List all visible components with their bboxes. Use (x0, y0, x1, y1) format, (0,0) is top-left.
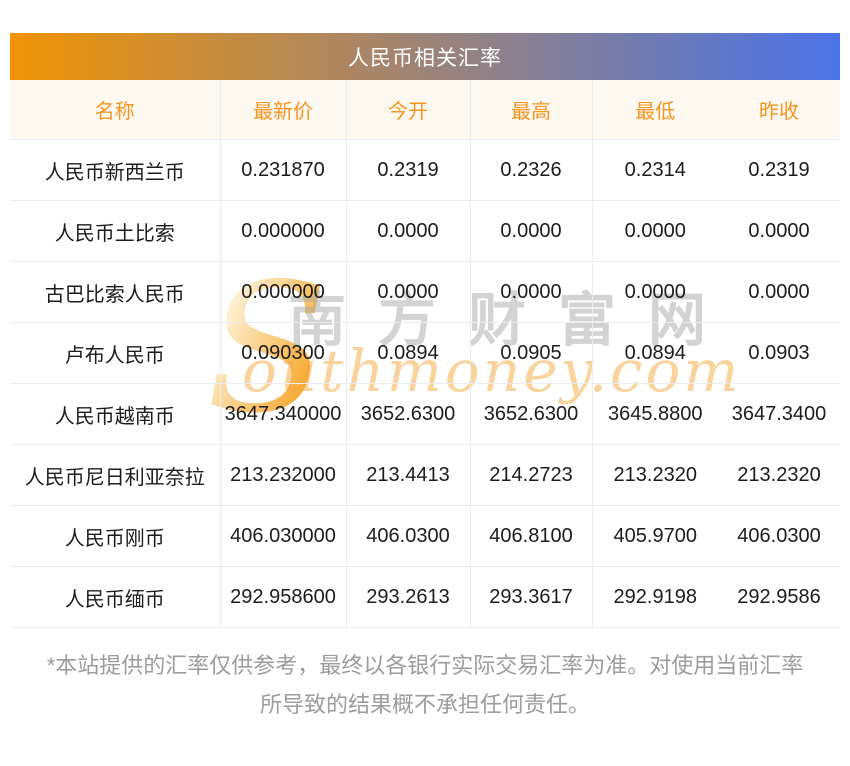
cell-high: 0.0905 (470, 322, 593, 384)
cell-high: 3652.6300 (470, 383, 593, 445)
col-header-open: 今开 (346, 80, 471, 140)
cell-pair-name: 古巴比索人民币 (10, 261, 221, 323)
exchange-rate-panel: 人民币相关汇率 S 南方财富网 outhmoney.com 名称 最新价 今开 … (10, 33, 840, 628)
cell-high: 214.2723 (470, 444, 593, 506)
col-header-latest: 最新价 (220, 80, 347, 140)
cell-open: 213.4413 (346, 444, 471, 506)
cell-latest: 406.030000 (220, 505, 347, 567)
cell-pair-name: 卢布人民币 (10, 322, 221, 384)
cell-pair-name: 人民币缅币 (10, 566, 221, 628)
table-row: 人民币新西兰币 0.231870 0.2319 0.2326 0.2314 0.… (10, 139, 840, 201)
cell-open: 0.0894 (346, 322, 471, 384)
table-row: 卢布人民币 0.090300 0.0894 0.0905 0.0894 0.09… (10, 322, 840, 384)
cell-pair-name: 人民币新西兰币 (10, 139, 221, 201)
cell-latest: 0.000000 (220, 261, 347, 323)
cell-low: 213.2320 (592, 444, 718, 506)
table-row: 人民币缅币 292.958600 293.2613 293.3617 292.9… (10, 566, 840, 628)
cell-open: 0.2319 (346, 139, 471, 201)
exchange-rate-table: 名称 最新价 今开 最高 最低 昨收 人民币新西兰币 0.231870 0.23… (10, 80, 840, 628)
disclaimer-line-2: 所导致的结果概不承担任何责任。 (259, 692, 590, 717)
cell-open: 0.0000 (346, 261, 471, 323)
cell-prev-close: 0.0903 (718, 322, 840, 384)
col-header-high: 最高 (470, 80, 593, 140)
cell-high: 0.0000 (470, 261, 593, 323)
cell-open: 293.2613 (346, 566, 471, 628)
cell-high: 293.3617 (470, 566, 593, 628)
cell-open: 0.0000 (346, 200, 471, 262)
cell-prev-close: 0.0000 (718, 261, 840, 323)
table-row: 人民币刚币 406.030000 406.0300 406.8100 405.9… (10, 505, 840, 567)
cell-latest: 213.232000 (220, 444, 347, 506)
col-header-name: 名称 (10, 80, 221, 140)
cell-low: 0.0000 (592, 261, 718, 323)
cell-high: 0.2326 (470, 139, 593, 201)
cell-latest: 0.231870 (220, 139, 347, 201)
cell-pair-name: 人民币尼日利亚奈拉 (10, 444, 221, 506)
cell-prev-close: 0.0000 (718, 200, 840, 262)
cell-prev-close: 213.2320 (718, 444, 840, 506)
cell-latest: 0.000000 (220, 200, 347, 262)
cell-open: 3652.6300 (346, 383, 471, 445)
panel-title-bar: 人民币相关汇率 (10, 33, 840, 80)
cell-low: 0.2314 (592, 139, 718, 201)
table-row: 人民币尼日利亚奈拉 213.232000 213.4413 214.2723 2… (10, 444, 840, 506)
table-row: 人民币越南币 3647.340000 3652.6300 3652.6300 3… (10, 383, 840, 445)
cell-low: 0.0894 (592, 322, 718, 384)
cell-pair-name: 人民币刚币 (10, 505, 221, 567)
table-row: 古巴比索人民币 0.000000 0.0000 0.0000 0.0000 0.… (10, 261, 840, 323)
cell-low: 3645.8800 (592, 383, 718, 445)
col-header-prev-close: 昨收 (718, 80, 840, 140)
cell-prev-close: 0.2319 (718, 139, 840, 201)
cell-low: 0.0000 (592, 200, 718, 262)
cell-high: 0.0000 (470, 200, 593, 262)
table-row: 人民币土比索 0.000000 0.0000 0.0000 0.0000 0.0… (10, 200, 840, 262)
cell-latest: 3647.340000 (220, 383, 347, 445)
cell-latest: 292.958600 (220, 566, 347, 628)
disclaimer-line-1: *本站提供的汇率仅供参考，最终以各银行实际交易汇率为准。对使用当前汇率 (46, 653, 804, 678)
cell-open: 406.0300 (346, 505, 471, 567)
col-header-low: 最低 (592, 80, 718, 140)
cell-prev-close: 406.0300 (718, 505, 840, 567)
cell-low: 405.9700 (592, 505, 718, 567)
disclaimer: *本站提供的汇率仅供参考，最终以各银行实际交易汇率为准。对使用当前汇率 所导致的… (0, 646, 850, 724)
cell-prev-close: 3647.3400 (718, 383, 840, 445)
panel-title: 人民币相关汇率 (348, 46, 502, 70)
cell-prev-close: 292.9586 (718, 566, 840, 628)
cell-low: 292.9198 (592, 566, 718, 628)
cell-latest: 0.090300 (220, 322, 347, 384)
cell-pair-name: 人民币土比索 (10, 200, 221, 262)
cell-pair-name: 人民币越南币 (10, 383, 221, 445)
table-header-row: 名称 最新价 今开 最高 最低 昨收 (10, 80, 840, 140)
cell-high: 406.8100 (470, 505, 593, 567)
